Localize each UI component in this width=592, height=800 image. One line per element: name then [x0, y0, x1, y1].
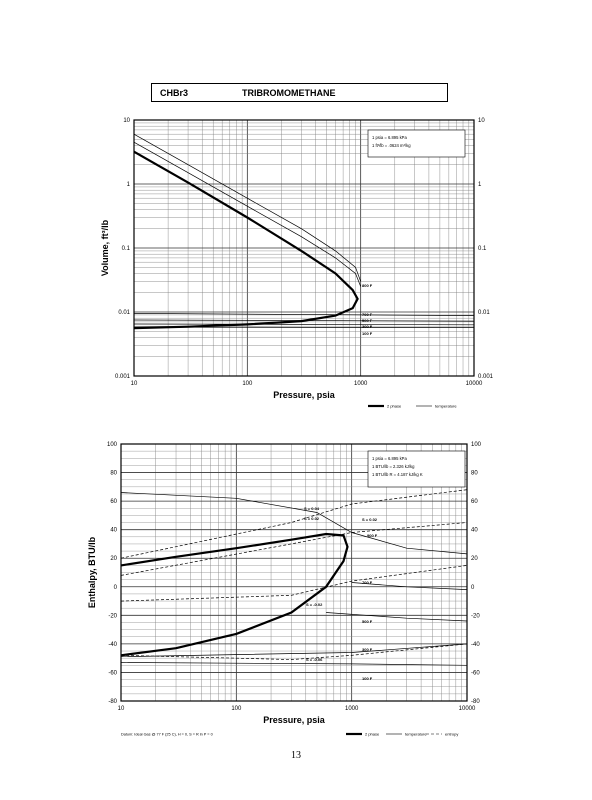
- y-tick-label: -20: [108, 613, 117, 619]
- y-axis-label: Volume, ft³/lb: [100, 219, 110, 276]
- y-tick-label-right: 80: [471, 471, 478, 477]
- y-tick-label: -40: [108, 642, 117, 648]
- legend-label: entropy: [445, 732, 458, 737]
- legend-label: temperature: [435, 404, 457, 409]
- conversion-text: 1 psia = 6.895 kPa: [372, 456, 407, 461]
- curve-annotation: 800 F: [362, 283, 373, 288]
- curve-annotation: S = -0.02: [306, 602, 323, 607]
- y-tick-label-right: 20: [471, 556, 478, 562]
- y-tick-label: -80: [108, 699, 117, 705]
- curve-annotation: 500 F: [362, 619, 373, 624]
- y-tick-label-right: -60: [471, 670, 480, 676]
- x-tick-label: 1000: [354, 381, 368, 387]
- entropy-line: [120, 643, 468, 660]
- temperature-line: [120, 492, 468, 555]
- y-tick-label: 0.1: [122, 246, 131, 252]
- y-tick-label: -60: [108, 670, 117, 676]
- curve-annotation: 100 F: [362, 676, 373, 681]
- y-tick-label: 0: [114, 585, 118, 591]
- temperature-line: [326, 612, 468, 622]
- y-tick-label-right: 10: [478, 118, 485, 124]
- temperature-line: [133, 323, 475, 326]
- page-number: 13: [291, 750, 301, 761]
- y-tick-label: 0.001: [115, 374, 131, 380]
- conversion-text: 1 BTU/lb R = 4.187 kJ/kg K: [372, 472, 423, 477]
- two-phase-curve: [133, 150, 359, 330]
- conversion-text: 1 ft³/lb = .0624 m³/kg: [372, 143, 411, 148]
- y-tick-label: 1: [127, 182, 131, 188]
- x-tick-label: 1000: [345, 706, 359, 712]
- enthalpy-chart: 10 100 1000 10000 100 100 80 80 60 60 40 40 20 20 0 0 -2…: [87, 442, 482, 737]
- conversion-text: 1 psia = 6.895 kPa: [372, 135, 407, 140]
- compound-name: TRIBROMOMETHANE: [242, 88, 336, 98]
- curve-annotation: S = 0.04: [304, 506, 320, 511]
- y-tick-label: 100: [107, 442, 118, 448]
- y-tick-label-right: 100: [471, 442, 482, 448]
- y-tick-label-right: 0.001: [478, 374, 494, 380]
- title-box: CHBr3 TRIBROMOMETHANE: [151, 83, 448, 102]
- curve-annotation: S = 0.02: [304, 516, 320, 521]
- y-tick-label-right: 0: [471, 585, 475, 591]
- y-tick-label-right: 0.01: [478, 310, 490, 316]
- curve-annotation: 300 F: [362, 647, 373, 652]
- curve-annotation: 700 F: [362, 312, 373, 317]
- y-tick-label-right: 1: [478, 182, 482, 188]
- curve-annotation: 700 F: [362, 580, 373, 585]
- plot-frame: [120, 443, 468, 702]
- temperature-line: [133, 313, 475, 316]
- entropy-line: [120, 522, 468, 576]
- x-tick-label: 100: [231, 706, 242, 712]
- curve-annotation: 300 F: [362, 324, 373, 329]
- y-tick-label: 0.01: [118, 310, 130, 316]
- y-axis-label: Enthalpy, BTU/lb: [87, 536, 97, 608]
- y-tick-label-right: -80: [471, 699, 480, 705]
- temperature-line: [120, 643, 468, 658]
- y-tick-label-right: 0.1: [478, 246, 487, 252]
- entropy-line: [120, 489, 468, 559]
- x-axis-label: Pressure, psia: [263, 715, 326, 725]
- y-tick-label: 10: [123, 118, 130, 124]
- y-tick-label-right: -40: [471, 642, 480, 648]
- compound-formula: CHBr3: [160, 88, 189, 98]
- y-tick-label: 40: [110, 528, 117, 534]
- conversion-text: 1 BTU/lb = 2.326 kJ/kg: [372, 464, 415, 469]
- temperature-line: [120, 662, 468, 666]
- y-tick-label: 80: [110, 471, 117, 477]
- y-tick-label: 60: [110, 499, 117, 505]
- y-tick-label-right: -20: [471, 613, 480, 619]
- curve-annotation: S = 0.02: [362, 517, 378, 522]
- temperature-line: [133, 133, 362, 282]
- conversion-box: [367, 450, 466, 488]
- curve-annotation: S = -0.06: [306, 657, 323, 662]
- conversion-box: [367, 129, 466, 158]
- x-tick-label: 10000: [459, 706, 476, 712]
- x-tick-label: 10: [131, 381, 138, 387]
- legend-label: 2 phase: [365, 732, 380, 737]
- two-phase-curve: [120, 532, 349, 657]
- legend-label: temperature: [405, 732, 427, 737]
- curve-annotation: 500 F: [362, 318, 373, 323]
- curve-annotation: 100 F: [362, 331, 373, 336]
- curve-annotation: 900 F: [367, 533, 378, 538]
- legend-label: 2 phase: [387, 404, 402, 409]
- x-tick-label: 10: [118, 706, 125, 712]
- y-tick-label-right: 60: [471, 499, 478, 505]
- y-tick-label: 20: [110, 556, 117, 562]
- temperature-line: [133, 141, 362, 287]
- x-axis-label: Pressure, psia: [273, 390, 336, 400]
- plot-frame: [133, 119, 475, 377]
- temperature-line: [351, 582, 468, 590]
- entropy-line: [120, 565, 468, 602]
- y-tick-label-right: 40: [471, 528, 478, 534]
- datum-footnote: Datum: Ideal Gas @ 77 F (25 C), H = 0, S…: [121, 733, 213, 737]
- x-tick-label: 10000: [466, 381, 483, 387]
- x-tick-label: 100: [242, 381, 253, 387]
